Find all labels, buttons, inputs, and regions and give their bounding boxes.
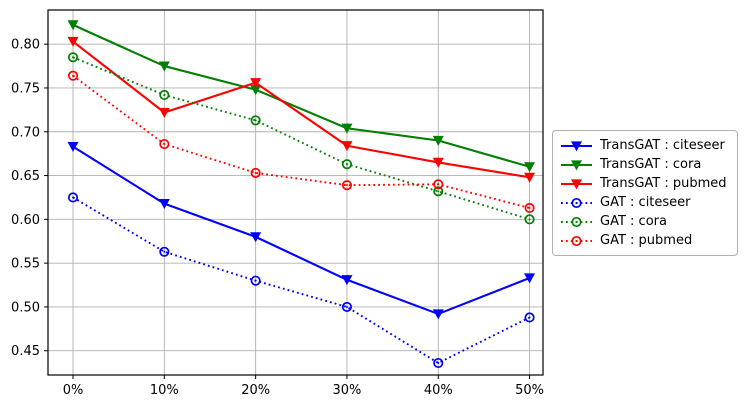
y-tick-label: 0.55 (11, 257, 40, 272)
series-gat-pubmed (67, 70, 535, 214)
legend-item-label: GAT : cora (600, 214, 667, 229)
series-transgat-cora (67, 20, 536, 173)
legend-item: TransGAT : cora (560, 155, 731, 174)
y-tick-label: 0.50 (11, 300, 40, 315)
x-tick-label: 40% (424, 383, 453, 398)
series-transgat-pubmed (67, 36, 536, 183)
legend-marker-icon (561, 197, 592, 208)
series-gat-cora (67, 52, 535, 225)
series-transgat-citeseer (67, 142, 536, 320)
legend-item-label: TransGAT : cora (600, 157, 702, 172)
x-axis: 0% 10% 20% 30% 40% 50% (63, 375, 544, 398)
legend-marker-icon (561, 178, 592, 189)
x-tick-label: 50% (515, 383, 544, 398)
y-tick-label: 0.75 (11, 81, 40, 96)
legend-item-label: TransGAT : pubmed (600, 176, 727, 191)
chart-legend: TransGAT : citeseer TransGAT : cora Tran… (552, 130, 738, 256)
legend-marker-icon (561, 159, 592, 170)
y-tick-label: 0.80 (11, 38, 40, 53)
legend-item: GAT : citeseer (560, 193, 731, 212)
legend-marker-icon (561, 140, 592, 151)
axes-spines (47, 9, 544, 376)
legend-item: GAT : pubmed (560, 231, 731, 250)
y-tick-label: 0.65 (11, 169, 40, 184)
y-tick-label: 0.60 (11, 213, 40, 228)
grid (48, 10, 543, 375)
legend-item: TransGAT : pubmed (560, 174, 731, 193)
legend-item: GAT : cora (560, 212, 731, 231)
legend-item: TransGAT : citeseer (560, 136, 731, 155)
legend-marker-icon (561, 216, 592, 227)
series-gat-citeseer (67, 192, 535, 369)
x-tick-label: 20% (241, 383, 270, 398)
legend-item-label: TransGAT : citeseer (600, 138, 725, 153)
y-axis: 0.45 0.50 0.55 0.60 0.65 0.70 0.75 0.80 (11, 38, 48, 359)
x-tick-label: 10% (150, 383, 179, 398)
legend-item-label: GAT : pubmed (600, 233, 693, 248)
x-tick-label: 0% (63, 383, 84, 398)
legend-item-label: GAT : citeseer (600, 195, 691, 210)
legend-marker-icon (561, 235, 592, 246)
x-tick-label: 30% (333, 383, 362, 398)
y-tick-label: 0.70 (11, 125, 40, 140)
y-tick-label: 0.45 (11, 344, 40, 359)
